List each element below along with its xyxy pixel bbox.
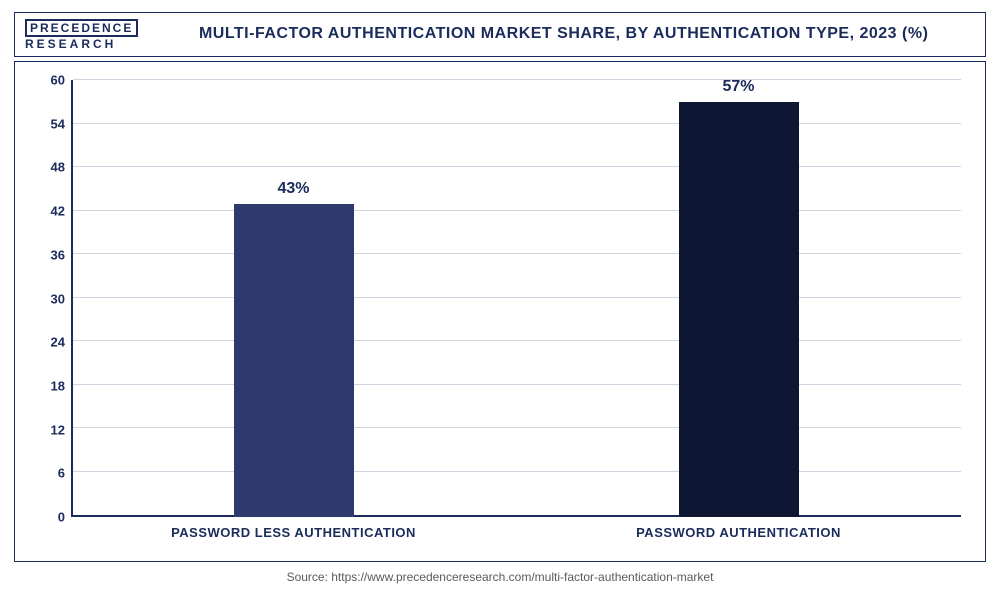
y-tick: 12 (51, 422, 65, 437)
y-tick: 18 (51, 378, 65, 393)
y-tick: 36 (51, 247, 65, 262)
bar-slot: 57% (516, 80, 961, 517)
bar-slot: 43% (71, 80, 516, 517)
bars-layer: 43% 57% (71, 80, 961, 517)
logo: PRECEDENCE RESEARCH (25, 19, 138, 50)
header: PRECEDENCE RESEARCH MULTI-FACTOR AUTHENT… (14, 12, 986, 57)
chart-title: MULTI-FACTOR AUTHENTICATION MARKET SHARE… (152, 24, 975, 45)
y-tick: 0 (58, 510, 65, 525)
source-text: Source: https://www.precedenceresearch.c… (14, 570, 986, 584)
bar-value-label: 43% (277, 180, 309, 198)
y-tick: 54 (51, 116, 65, 131)
x-axis-labels: PASSWORD LESS AUTHENTICATIONPASSWORD AUT… (71, 517, 961, 551)
y-tick: 24 (51, 335, 65, 350)
y-tick: 60 (51, 73, 65, 88)
y-axis: 06121824303642485460 (27, 80, 71, 517)
y-tick: 30 (51, 291, 65, 306)
y-tick: 42 (51, 204, 65, 219)
y-tick: 48 (51, 160, 65, 175)
bar: 57% (679, 102, 799, 517)
bar-value-label: 57% (722, 78, 754, 96)
x-label: PASSWORD AUTHENTICATION (516, 517, 961, 551)
logo-bottom-text: RESEARCH (25, 38, 116, 50)
x-label: PASSWORD LESS AUTHENTICATION (71, 517, 516, 551)
y-tick: 6 (58, 466, 65, 481)
bar: 43% (234, 204, 354, 517)
logo-top-text: PRECEDENCE (25, 19, 138, 37)
chart-container: 0 6 12 18 24 30 36 42 48 54 60 43% 57% PASSWORD LES… (14, 61, 986, 562)
plot-area: 06121824303642485460 43%57% PASSWORD LES… (27, 80, 961, 551)
